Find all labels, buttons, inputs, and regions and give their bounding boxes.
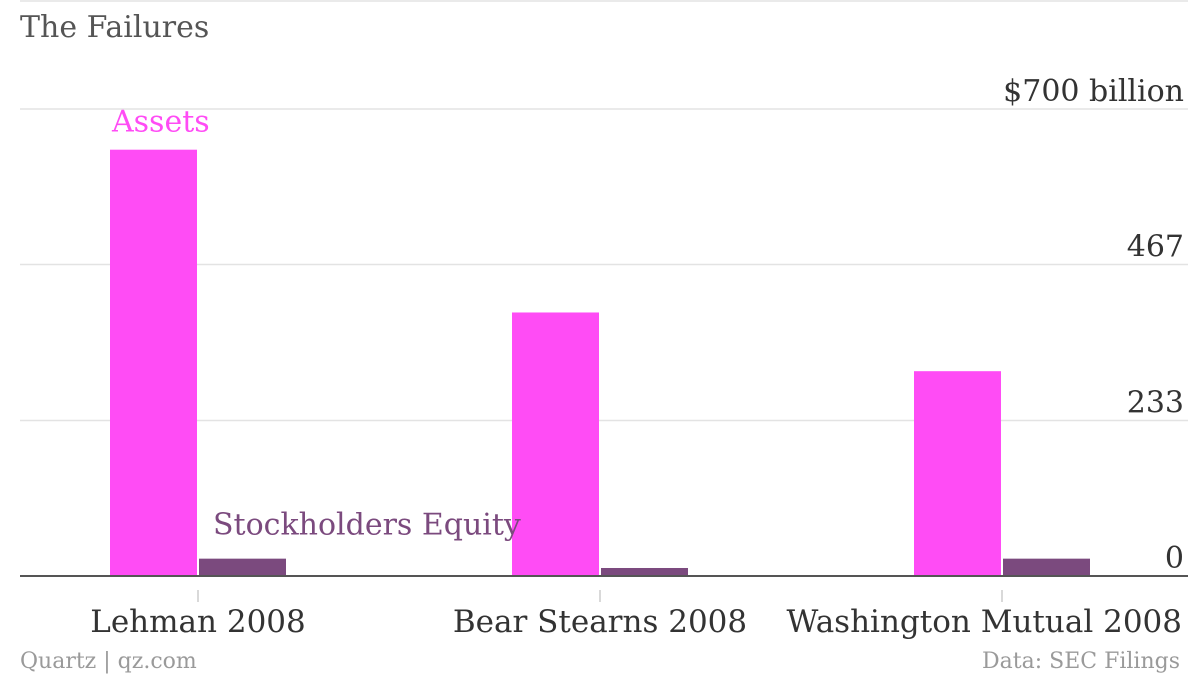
y-tick-label: $700 billion	[1003, 74, 1184, 109]
y-tick-labels: $700 billion 467 233 0	[1003, 74, 1184, 576]
series-label-assets: Assets	[111, 105, 210, 140]
bar-stockholders-equity	[199, 558, 286, 576]
bars	[110, 149, 1090, 576]
category-label: Lehman 2008	[90, 604, 306, 640]
category-label: Bear Stearns 2008	[453, 604, 747, 640]
series-labels: Assets Stockholders Equity	[111, 105, 521, 543]
category-labels: Lehman 2008 Bear Stearns 2008 Washington M…	[90, 604, 1182, 640]
data-source: Data: SEC Filings	[982, 649, 1180, 674]
bar-assets	[512, 312, 599, 576]
bar-stockholders-equity	[601, 567, 688, 576]
bar-stockholders-equity	[1003, 558, 1090, 576]
series-label-stockholders-equity: Stockholders Equity	[213, 508, 521, 543]
y-tick-label: 0	[1165, 541, 1184, 576]
category-ticks	[197, 590, 1003, 602]
bar-assets	[110, 149, 197, 576]
y-tick-label: 233	[1127, 386, 1184, 421]
y-tick-label: 467	[1127, 229, 1184, 264]
category-label: Washington Mutual 2008	[787, 604, 1182, 640]
bar-assets	[914, 371, 1001, 576]
chart-title: The Failures	[20, 10, 209, 45]
source-credit: Quartz | qz.com	[20, 649, 197, 674]
